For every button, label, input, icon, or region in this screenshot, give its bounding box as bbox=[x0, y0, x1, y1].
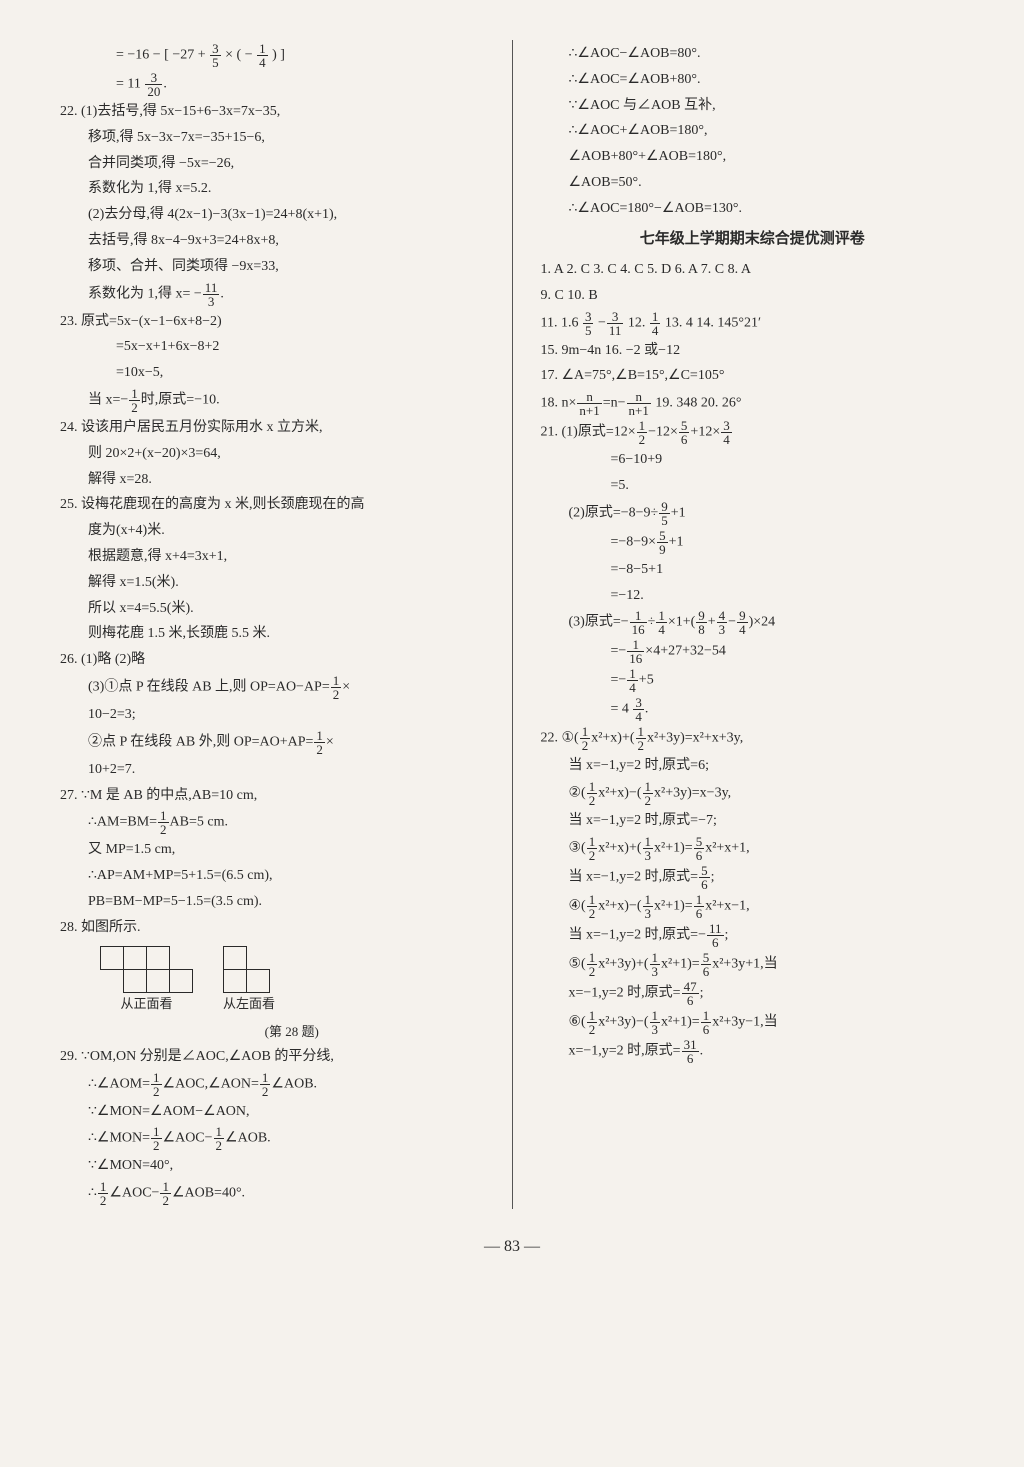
expr: = 11 320. bbox=[60, 71, 484, 98]
figure-28: 从正面看 从左面看 bbox=[60, 946, 484, 1015]
page-columns: = −16 − [ −27 + 35 × ( − 14 ) ] = 11 320… bbox=[60, 40, 964, 1209]
exam-title: 七年级上学期期末综合提优测评卷 bbox=[541, 227, 965, 253]
right-column: ∴∠AOC−∠AOB=80°. ∴∠AOC=∠AOB+80°. ∵∠AOC 与∠… bbox=[541, 40, 965, 1209]
page-number: — 83 — bbox=[60, 1233, 964, 1260]
column-divider bbox=[512, 40, 513, 1209]
q22: 22. (1)去括号,得 5x−15+6−3x=7x−35, bbox=[60, 100, 484, 124]
expr: = −16 − [ −27 + 35 × ( − 14 ) ] bbox=[60, 42, 484, 69]
left-column: = −16 − [ −27 + 35 × ( − 14 ) ] = 11 320… bbox=[60, 40, 484, 1209]
